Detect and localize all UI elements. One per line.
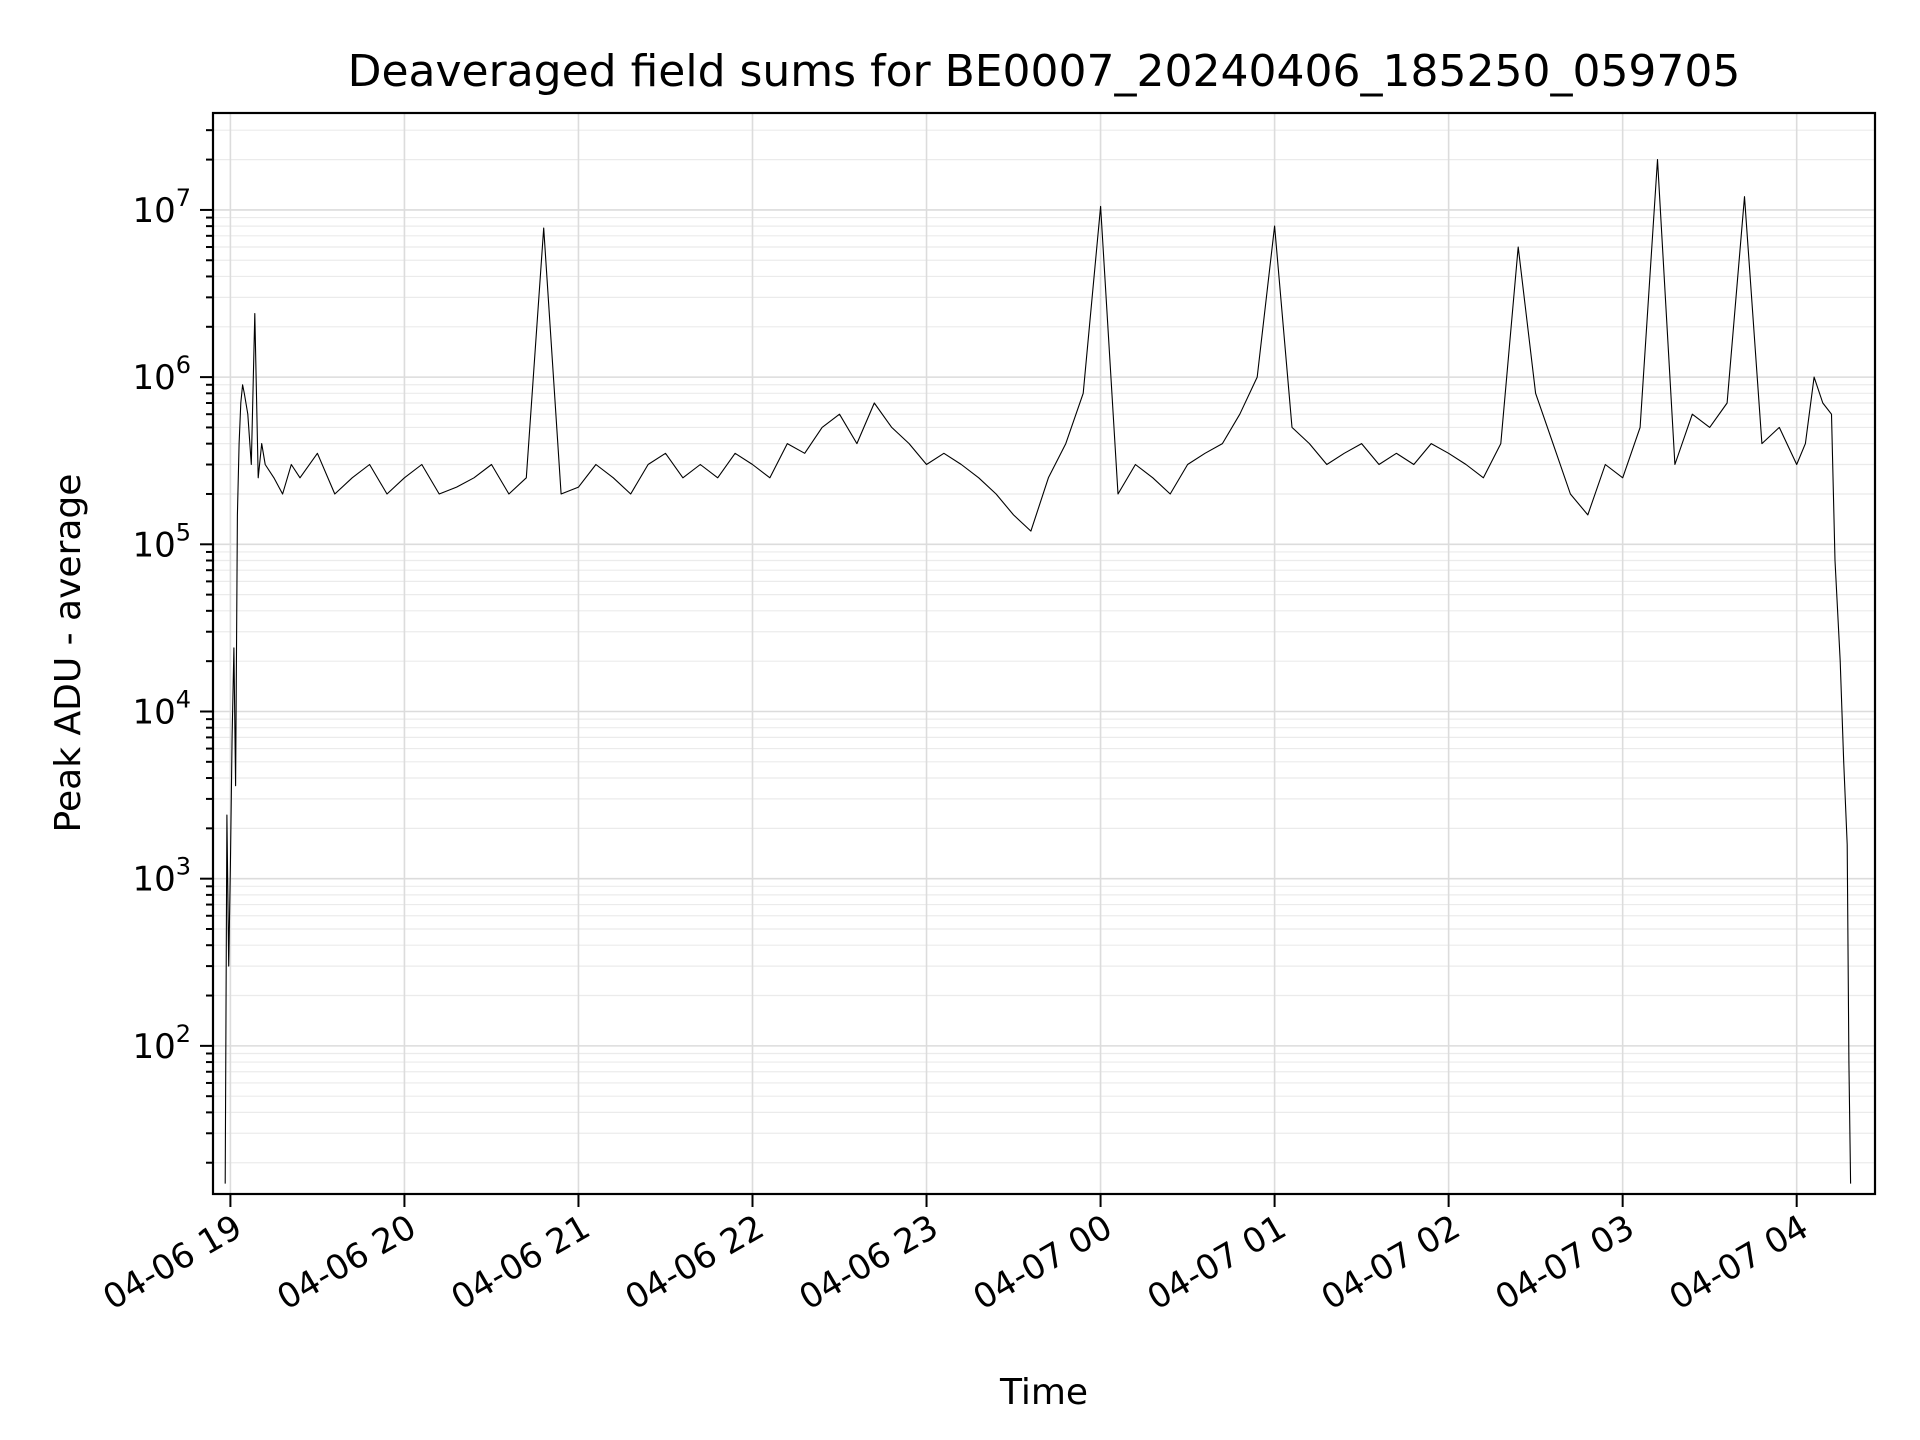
y-tick-label: 104 bbox=[132, 685, 191, 732]
x-tick-label: 04-06 22 bbox=[619, 1207, 771, 1318]
series-line bbox=[224, 159, 1852, 1184]
x-tick-label: 04-07 03 bbox=[1489, 1207, 1641, 1318]
chart-title: Deaveraged field sums for BE0007_2024040… bbox=[348, 46, 1741, 97]
x-tick-label: 04-07 02 bbox=[1315, 1207, 1467, 1318]
x-tick-label: 04-06 20 bbox=[271, 1207, 423, 1318]
y-tick-label: 106 bbox=[132, 351, 191, 398]
x-tick-label: 04-06 21 bbox=[445, 1207, 597, 1318]
y-tick-label: 103 bbox=[132, 853, 191, 900]
grid-lines bbox=[213, 113, 1875, 1194]
plot-frame bbox=[211, 111, 1877, 1196]
x-tick-label: 04-07 00 bbox=[967, 1207, 1119, 1318]
y-tick-label: 107 bbox=[132, 184, 191, 231]
y-tick-label: 102 bbox=[132, 1020, 191, 1067]
y-axis: 102 103 104 105 106 107 bbox=[132, 129, 213, 1164]
x-tick-label: 04-06 23 bbox=[793, 1207, 945, 1318]
y-axis-label: Peak ADU - average bbox=[48, 474, 89, 833]
y-tick-label: 105 bbox=[132, 518, 191, 565]
x-tick-label: 04-06 19 bbox=[97, 1207, 249, 1318]
x-tick-label: 04-07 01 bbox=[1141, 1207, 1293, 1318]
x-axis: 04-06 19 04-06 20 04-06 21 04-06 22 04-06 23… bbox=[97, 1194, 1815, 1318]
x-axis-label: Time bbox=[999, 1372, 1088, 1413]
x-tick-label: 04-07 04 bbox=[1663, 1207, 1815, 1318]
